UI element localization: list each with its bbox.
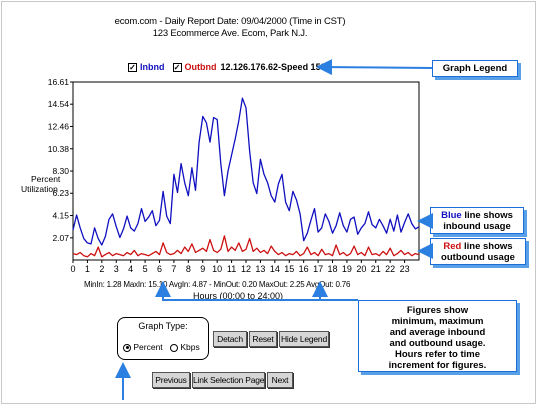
x-tick-label: 23 [400,264,410,274]
inbound-legend-label: Inbnd [140,62,165,72]
percent-option[interactable]: Percent [123,342,163,352]
x-tick-label: 3 [114,264,119,274]
red-word: Red [443,241,462,252]
blue-line-callout: Blue line shows inbound usage [430,207,524,234]
percent-label: Percent [133,342,163,352]
figures-line-1: Figures show [406,305,469,316]
x-tick-label: 13 [255,264,265,274]
y-tick-label: 8.30 [52,166,69,176]
previous-button[interactable]: Previous [152,372,190,388]
x-axis-title: Hours (00:00 to 24:00) [193,291,284,301]
x-tick-label: 17 [313,264,323,274]
x-tick-label: 2 [99,264,104,274]
kbps-label: Kbps [180,342,200,352]
figures-line-2: minimum, maximum [391,316,484,327]
x-tick-label: 1 [85,264,90,274]
figures-callout: Figures show minimum, maximum and averag… [358,300,517,372]
y-tick-label: 14.54 [48,99,70,109]
figures-line-6: increment for figures. [388,360,487,371]
x-tick-label: 16 [299,264,309,274]
x-tick-label: 4 [128,264,133,274]
graph-legend: ✓ Inbnd ✓ Outbnd 12.126.176.62-Speed 153… [128,60,331,74]
x-tick-label: 21 [371,264,381,274]
graph-legend-callout: Graph Legend [432,60,518,77]
report-title: ecom.com - Daily Report Date: 09/04/2000… [114,16,346,27]
y-tick-label: 4.15 [52,211,69,221]
ip-speed-label: 12.126.176.62-Speed 1536 [220,62,331,72]
red-callout-text-2: outbound usage [441,252,515,263]
report-address: 123 Ecommerce Ave. Ecom, Park N.J. [152,28,308,39]
x-tick-label: 15 [284,264,294,274]
next-button[interactable]: Next [267,372,293,388]
series-line-inbnd [72,97,420,246]
y-tick-label: 6.23 [52,188,69,198]
y-axis-label-line-1: Percent [31,174,61,184]
percent-radio[interactable] [123,343,131,352]
outbound-legend-label: Outbnd [184,62,217,72]
x-tick-label: 5 [143,264,148,274]
hide-legend-button[interactable]: Hide Legend [279,331,329,347]
x-tick-label: 20 [356,264,366,274]
blue-callout-text-1: line shows [461,210,513,221]
x-tick-label: 7 [171,264,176,274]
red-line-callout: Red line shows outbound usage [430,238,526,265]
figures-line-5: Hours refer to time [395,349,480,360]
x-tick-label: 14 [270,264,280,274]
x-tick-label: 8 [186,264,191,274]
inbound-checkbox[interactable]: ✓ [128,62,137,72]
figures-line-3: and average inbound [389,327,486,338]
x-tick-label: 6 [157,264,162,274]
red-callout-text-1: line shows [461,241,513,252]
y-tick-label: 2.07 [52,233,69,243]
blue-callout-text-2: inbound usage [443,221,511,232]
link-selection-page-button[interactable]: Link Selection Page [192,372,265,388]
graph-type-title: Graph Type: [138,321,188,331]
series-line-outbnd [72,235,420,258]
graph-type-box: Graph Type: Percent Kbps [117,317,209,360]
kbps-option[interactable]: Kbps [170,342,200,352]
detach-button[interactable]: Detach [213,331,247,347]
x-tick-label: 22 [385,264,395,274]
x-tick-label: 9 [200,264,205,274]
x-tick-label: 11 [227,264,236,274]
reset-button[interactable]: Reset [249,331,277,347]
kbps-radio[interactable] [170,343,178,352]
y-tick-label: 12.46 [48,121,70,131]
x-tick-label: 18 [327,264,337,274]
y-tick-label: 16.61 [48,77,70,87]
outbound-checkbox[interactable]: ✓ [172,62,182,72]
x-tick-label: 10 [212,264,222,274]
x-tick-label: 12 [241,264,251,274]
x-tick-label: 0 [70,264,75,274]
graph-legend-callout-text: Graph Legend [442,63,508,74]
y-tick-label: 10.38 [48,144,70,154]
y-axis-label-line-2: Utilization [21,184,58,194]
usage-stats: MinIn: 1.28 MaxIn: 15.10 AvgIn: 4.87 - M… [84,280,351,289]
figures-line-4: and outbound usage. [389,338,486,349]
x-tick-label: 19 [342,264,352,274]
blue-word: Blue [441,210,462,221]
